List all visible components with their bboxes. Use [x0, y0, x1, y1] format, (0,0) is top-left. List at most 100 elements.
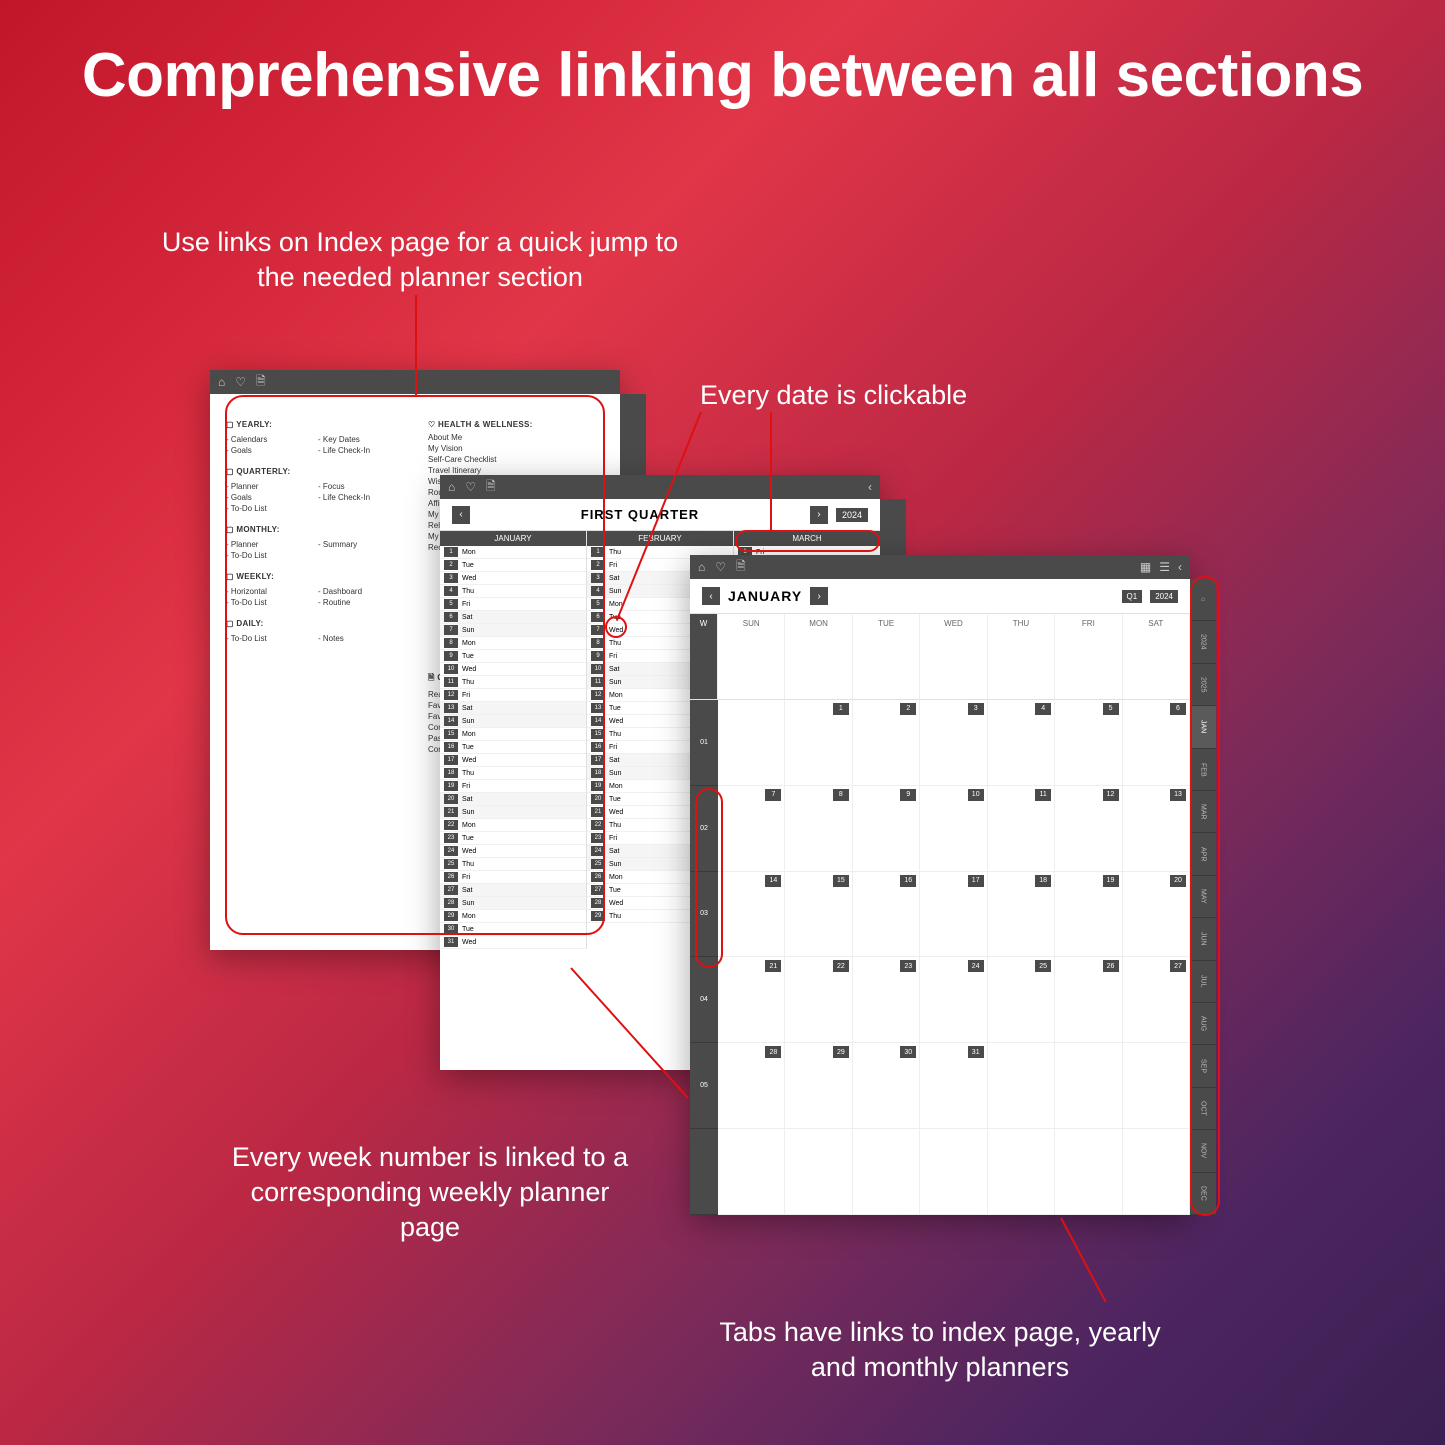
day-cell[interactable]: 11 — [988, 786, 1055, 872]
day-cell[interactable]: 5 — [1055, 700, 1122, 786]
home-icon[interactable]: ⌂ — [448, 480, 455, 494]
day-number[interactable]: 23 — [591, 833, 605, 843]
day-number[interactable]: 25 — [444, 859, 458, 869]
day-number[interactable]: 16 — [900, 875, 916, 887]
side-tab[interactable]: SEP — [1190, 1045, 1216, 1087]
side-tab[interactable]: 2024 — [1190, 621, 1216, 663]
day-number[interactable]: 18 — [591, 768, 605, 778]
day-number[interactable]: 10 — [591, 664, 605, 674]
day-number[interactable]: 12 — [1103, 789, 1119, 801]
day-number[interactable]: 19 — [1103, 875, 1119, 887]
day-number[interactable]: 7 — [591, 625, 605, 635]
day-cell[interactable]: 26 — [1055, 957, 1122, 1043]
day-number[interactable]: 26 — [444, 872, 458, 882]
day-number[interactable]: 6 — [1170, 703, 1186, 715]
side-tab[interactable]: MAR — [1190, 791, 1216, 833]
day-number[interactable]: 20 — [444, 794, 458, 804]
index-link[interactable]: - Life Check-In — [318, 446, 390, 455]
day-number[interactable]: 23 — [900, 960, 916, 972]
day-number[interactable]: 14 — [444, 716, 458, 726]
day-number[interactable]: 20 — [1170, 875, 1186, 887]
day-number[interactable]: 13 — [591, 703, 605, 713]
day-number[interactable]: 27 — [591, 885, 605, 895]
next-quarter-button[interactable]: › — [810, 506, 828, 524]
index-link[interactable]: - Notes — [318, 634, 390, 643]
day-cell[interactable]: 14 — [718, 872, 785, 958]
index-link[interactable]: - Life Check-In — [318, 493, 390, 502]
month-header-march[interactable]: MARCH — [734, 531, 880, 546]
day-number[interactable]: 3 — [968, 703, 984, 715]
prev-quarter-button[interactable]: ‹ — [452, 506, 470, 524]
day-number[interactable]: 10 — [968, 789, 984, 801]
day-number[interactable]: 7 — [765, 789, 781, 801]
day-number[interactable]: 24 — [968, 960, 984, 972]
day-number[interactable]: 22 — [444, 820, 458, 830]
day-number[interactable]: 8 — [833, 789, 849, 801]
index-link[interactable]: - To-Do List — [226, 598, 298, 607]
day-number[interactable]: 1 — [444, 547, 458, 557]
day-number[interactable]: 5 — [591, 599, 605, 609]
side-tab[interactable]: FEB — [1190, 749, 1216, 791]
index-link[interactable]: - Planner — [226, 540, 298, 549]
day-number[interactable]: 20 — [591, 794, 605, 804]
day-number[interactable]: 10 — [444, 664, 458, 674]
day-number[interactable]: 9 — [444, 651, 458, 661]
day-number[interactable]: 17 — [591, 755, 605, 765]
heart-icon[interactable]: ♡ — [235, 375, 246, 389]
day-number[interactable]: 11 — [591, 677, 605, 687]
day-cell[interactable]: 12 — [1055, 786, 1122, 872]
index-link[interactable]: - Key Dates — [318, 435, 390, 444]
day-number[interactable]: 14 — [591, 716, 605, 726]
day-number[interactable]: 5 — [444, 599, 458, 609]
day-number[interactable]: 21 — [591, 807, 605, 817]
chevron-left-icon[interactable]: ‹ — [1178, 560, 1182, 574]
day-number[interactable]: 19 — [591, 781, 605, 791]
index-link[interactable]: My Vision — [428, 444, 604, 453]
index-link[interactable]: About Me — [428, 433, 604, 442]
day-number[interactable]: 8 — [591, 638, 605, 648]
day-number[interactable]: 27 — [444, 885, 458, 895]
list-icon[interactable]: ☰ — [1159, 560, 1170, 574]
index-link[interactable]: - Summary — [318, 540, 390, 549]
index-link[interactable]: Self-Care Checklist — [428, 455, 604, 464]
day-number[interactable]: 29 — [833, 1046, 849, 1058]
day-cell[interactable]: 15 — [785, 872, 852, 958]
home-icon[interactable]: ⌂ — [698, 560, 705, 574]
day-number[interactable]: 12 — [591, 690, 605, 700]
day-number[interactable]: 15 — [833, 875, 849, 887]
side-tab[interactable]: MAY — [1190, 876, 1216, 918]
grid-icon[interactable]: ▦ — [1140, 560, 1151, 574]
day-number[interactable]: 2 — [900, 703, 916, 715]
index-link[interactable]: Travel Itinerary — [428, 466, 604, 475]
day-number[interactable]: 31 — [444, 937, 458, 947]
day-cell[interactable]: 17 — [920, 872, 987, 958]
day-cell[interactable]: 3 — [920, 700, 987, 786]
day-number[interactable]: 26 — [591, 872, 605, 882]
day-number[interactable]: 8 — [444, 638, 458, 648]
day-number[interactable]: 14 — [765, 875, 781, 887]
index-link[interactable]: - To-Do List — [226, 504, 298, 513]
day-cell[interactable]: 28 — [718, 1043, 785, 1129]
home-icon[interactable]: ⌂ — [218, 375, 225, 389]
chevron-left-icon[interactable]: ‹ — [868, 480, 872, 494]
next-month-button[interactable]: › — [810, 587, 828, 605]
day-number[interactable]: 4 — [591, 586, 605, 596]
month-header-february[interactable]: FEBRUARY — [587, 531, 733, 546]
day-number[interactable]: 28 — [765, 1046, 781, 1058]
doc-icon[interactable]: 🗎 — [256, 372, 266, 393]
index-link[interactable]: - To-Do List — [226, 634, 298, 643]
day-number[interactable]: 18 — [1035, 875, 1051, 887]
heart-icon[interactable]: ♡ — [715, 560, 726, 574]
day-cell[interactable]: 7 — [718, 786, 785, 872]
day-cell[interactable]: 2 — [853, 700, 920, 786]
day-cell[interactable]: 27 — [1123, 957, 1190, 1043]
day-cell[interactable]: 1 — [785, 700, 852, 786]
day-number[interactable]: 16 — [444, 742, 458, 752]
day-cell[interactable]: 22 — [785, 957, 852, 1043]
index-link[interactable]: - Goals — [226, 446, 298, 455]
week-number[interactable]: 04 — [690, 957, 718, 1043]
day-number[interactable]: 26 — [1103, 960, 1119, 972]
day-number[interactable]: 2 — [591, 560, 605, 570]
index-link[interactable]: - Dashboard — [318, 587, 390, 596]
day-cell[interactable]: 8 — [785, 786, 852, 872]
